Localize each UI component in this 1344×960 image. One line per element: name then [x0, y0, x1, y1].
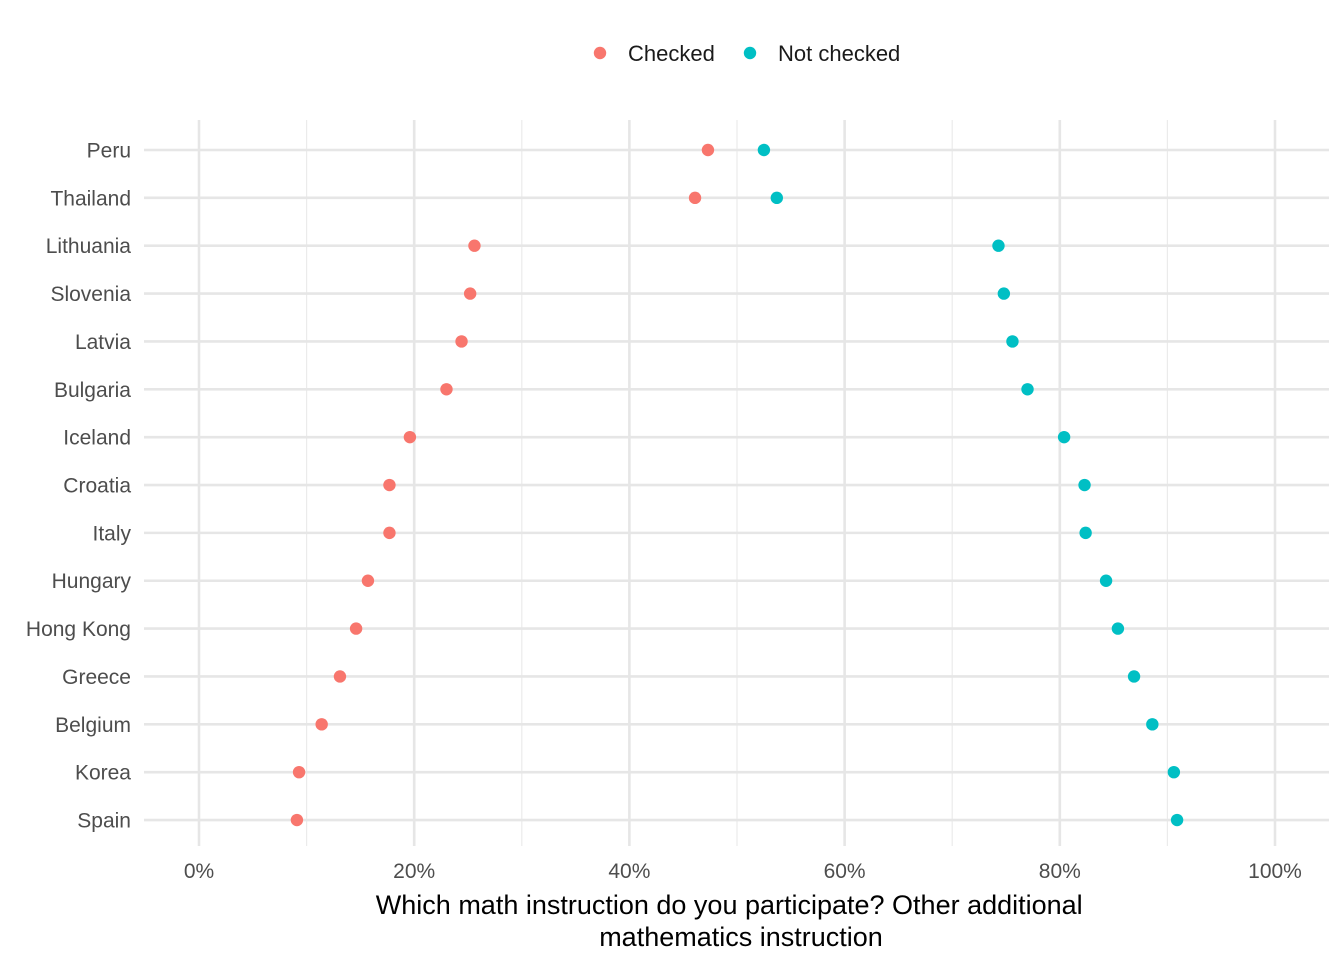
point-not-checked — [1021, 383, 1034, 396]
y-tick-label: Croatia — [63, 475, 131, 498]
x-tick-label: 20% — [393, 860, 435, 883]
point-not-checked — [757, 143, 771, 157]
point-checked — [315, 718, 328, 731]
point-checked — [701, 143, 715, 157]
point-not-checked — [1127, 670, 1141, 683]
y-tick-label: Bulgaria — [54, 379, 131, 402]
y-tick-label: Slovenia — [50, 283, 131, 306]
point-checked — [383, 478, 396, 492]
point-not-checked — [992, 239, 1005, 252]
y-tick-label: Italy — [92, 522, 131, 545]
x-axis-title: Which math instruction do you participat… — [376, 890, 1090, 952]
point-checked — [349, 622, 363, 635]
y-tick-label: Greece — [62, 666, 131, 689]
x-tick-label: 40% — [608, 860, 650, 883]
x-tick-label: 60% — [824, 860, 866, 883]
legend: Checked Not checked — [593, 41, 900, 66]
point-checked — [292, 765, 306, 779]
point-checked — [463, 287, 477, 300]
x-tick-label: 80% — [1039, 860, 1081, 883]
point-checked — [383, 526, 396, 540]
x-tick-label: 100% — [1248, 860, 1302, 883]
point-checked — [688, 191, 702, 205]
point-checked — [290, 813, 304, 827]
gridlines — [144, 120, 1329, 846]
y-tick-label: Iceland — [63, 427, 131, 450]
legend-label: Not checked — [778, 41, 900, 66]
legend-key-checked — [593, 46, 607, 60]
point-checked — [468, 239, 481, 252]
point-not-checked — [770, 191, 784, 205]
data-points — [290, 143, 1184, 827]
y-tick-label: Lithuania — [46, 235, 132, 258]
y-tick-label: Belgium — [55, 714, 131, 737]
x-axis-title-line-1: Which math instruction do you participat… — [376, 890, 1083, 920]
point-not-checked — [1078, 478, 1091, 492]
point-checked — [403, 430, 417, 444]
point-not-checked — [1079, 526, 1092, 540]
point-not-checked — [997, 287, 1011, 300]
point-not-checked — [1099, 574, 1113, 587]
point-not-checked — [1006, 335, 1019, 348]
x-axis-title-line-2: mathematics instruction — [599, 922, 883, 952]
point-not-checked — [1170, 813, 1184, 827]
point-not-checked — [1111, 622, 1125, 635]
point-checked — [333, 670, 347, 683]
y-tick-label: Hungary — [52, 570, 132, 593]
y-tick-labels: Peru Thailand Lithuania Slovenia Latvia Bulga… — [26, 140, 132, 833]
point-checked — [455, 335, 468, 348]
point-not-checked — [1057, 430, 1071, 444]
point-checked — [361, 574, 375, 587]
y-tick-label: Spain — [77, 810, 131, 833]
y-tick-label: Peru — [87, 140, 131, 163]
point-not-checked — [1167, 765, 1181, 779]
x-tick-labels: 0% 20% 40% 60% 80% 100% — [184, 860, 1302, 883]
legend-key-not-checked — [743, 46, 757, 60]
x-tick-label: 0% — [184, 860, 214, 883]
y-tick-label: Thailand — [50, 187, 131, 210]
y-tick-label: Korea — [75, 762, 131, 785]
legend-label: Checked — [628, 41, 715, 66]
y-tick-label: Hong Kong — [26, 618, 131, 641]
point-checked — [440, 383, 453, 396]
point-not-checked — [1146, 718, 1159, 731]
y-tick-label: Latvia — [75, 331, 131, 354]
